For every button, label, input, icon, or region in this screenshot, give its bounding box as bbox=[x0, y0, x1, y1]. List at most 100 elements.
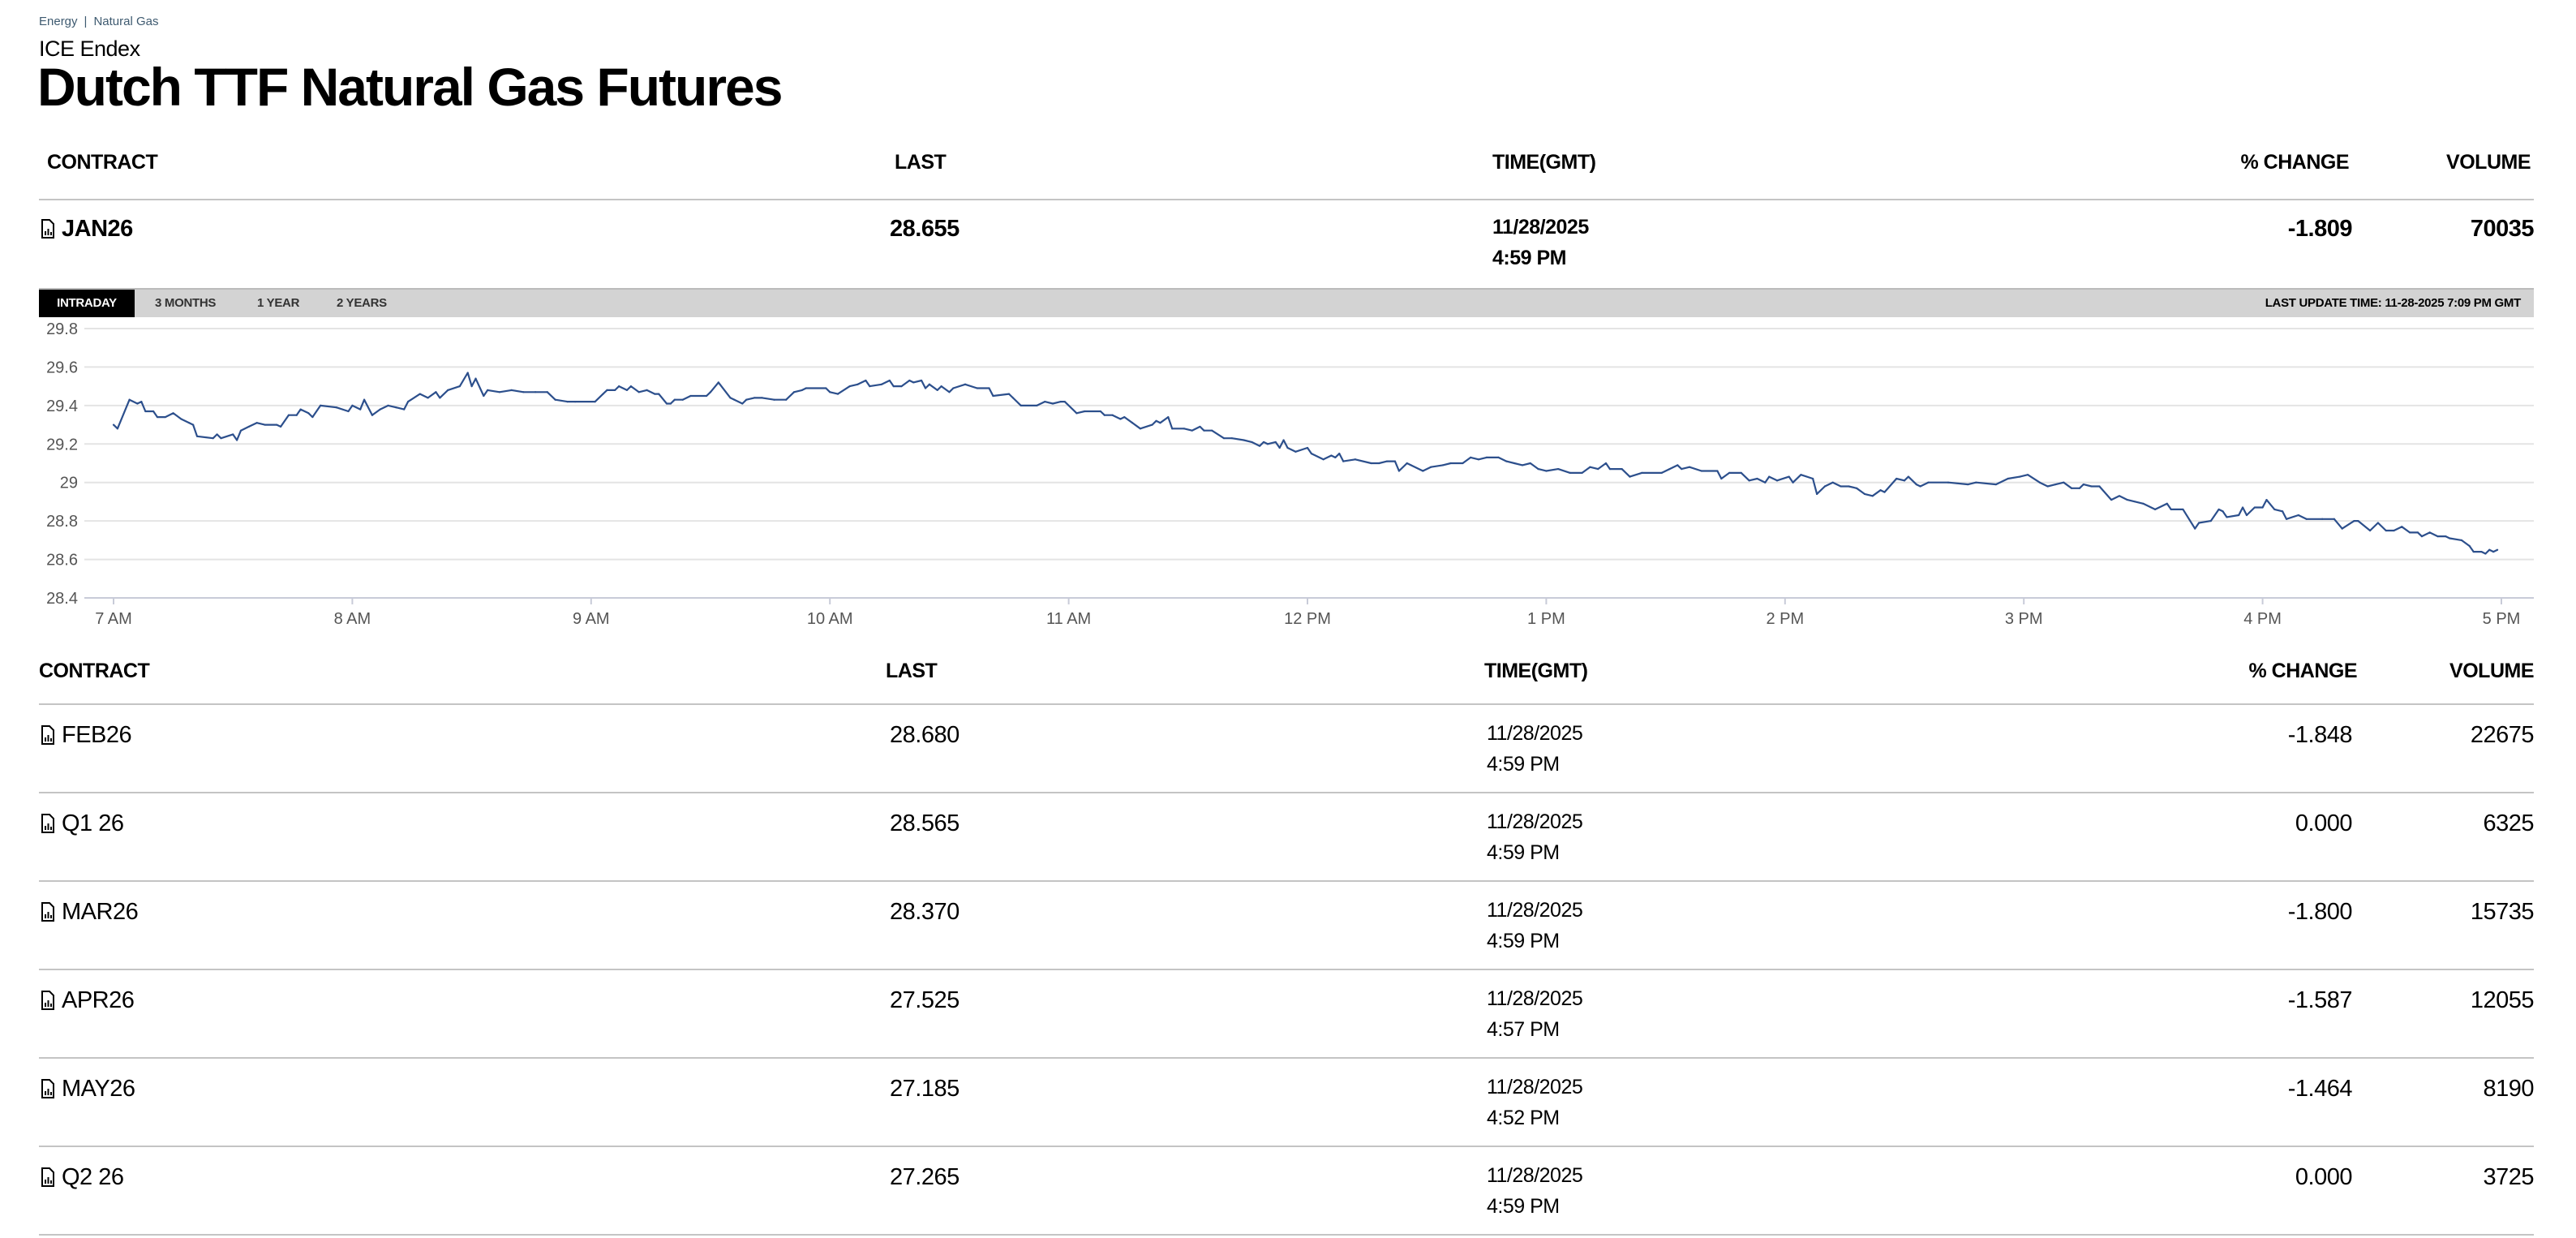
y-tick-label: 28.8 bbox=[46, 513, 78, 531]
data-point bbox=[625, 389, 629, 391]
data-point bbox=[2154, 508, 2157, 511]
data-point bbox=[1848, 485, 1850, 488]
data-point bbox=[2480, 550, 2483, 553]
contract-name[interactable]: Q2 26 bbox=[62, 1164, 124, 1190]
chart-grid bbox=[84, 328, 2534, 599]
data-point bbox=[1994, 483, 1997, 486]
divider bbox=[39, 703, 2534, 705]
table-row[interactable]: MAY26 27.185 11/28/2025 4:52 PM -1.464 8… bbox=[0, 1058, 2576, 1147]
data-point bbox=[646, 389, 648, 391]
data-point bbox=[1597, 468, 1599, 471]
y-axis: 29.8 29.6 29.4 29.2 29 28.8 28.6 28.4 bbox=[46, 320, 78, 608]
data-point bbox=[2226, 516, 2228, 518]
trade-time: 4:59 PM bbox=[1487, 1195, 1560, 1218]
table-row[interactable]: FEB26 28.680 11/28/2025 4:59 PM -1.848 2… bbox=[0, 704, 2576, 793]
data-point bbox=[232, 433, 234, 436]
contract-name[interactable]: Q1 26 bbox=[62, 810, 124, 836]
data-point bbox=[1119, 418, 1122, 420]
data-point bbox=[220, 437, 222, 440]
data-point bbox=[195, 435, 199, 437]
breadcrumb-energy[interactable]: Energy bbox=[39, 15, 78, 28]
divider bbox=[39, 880, 2534, 882]
data-point bbox=[1915, 483, 1917, 486]
tab-1-year[interactable]: 1 YEAR bbox=[257, 296, 300, 310]
data-point bbox=[546, 391, 548, 393]
contract-name[interactable]: MAY26 bbox=[62, 1076, 135, 1102]
contract-name[interactable]: MAR26 bbox=[62, 899, 139, 925]
table-row[interactable]: MAR26 28.370 11/28/2025 4:59 PM -1.800 1… bbox=[0, 881, 2576, 970]
y-tick-label: 29.8 bbox=[46, 320, 78, 338]
data-point bbox=[1159, 422, 1161, 424]
data-point bbox=[1051, 402, 1054, 405]
data-point bbox=[2082, 483, 2084, 486]
data-point bbox=[1879, 489, 1882, 492]
data-point bbox=[212, 437, 214, 440]
data-point bbox=[1397, 470, 1400, 472]
data-point bbox=[1477, 458, 1480, 461]
table-row[interactable]: APR26 27.525 11/28/2025 4:57 PM -1.587 1… bbox=[0, 969, 2576, 1059]
col-header-contract: CONTRACT bbox=[47, 151, 158, 174]
data-point bbox=[510, 389, 513, 391]
data-point bbox=[1259, 445, 1261, 447]
table-row[interactable]: Q1 26 28.565 11/28/2025 4:59 PM 0.000 63… bbox=[0, 793, 2576, 882]
data-point bbox=[1470, 456, 1472, 458]
data-point bbox=[1800, 474, 1802, 476]
col-header-last: LAST bbox=[886, 660, 938, 682]
data-point bbox=[522, 391, 525, 393]
data-point bbox=[216, 433, 218, 436]
intraday-price-chart[interactable]: 29.8 29.6 29.4 29.2 29 28.8 28.6 28.4 7 AM 8 AM 9… bbox=[0, 316, 2576, 637]
contract-cell: JAN26 bbox=[41, 216, 133, 242]
tab-3-months[interactable]: 3 MONTHS bbox=[155, 296, 217, 310]
tab-2-years[interactable]: 2 YEARS bbox=[337, 296, 387, 310]
data-point bbox=[2488, 548, 2491, 551]
divider bbox=[39, 792, 2534, 793]
data-point bbox=[952, 387, 955, 389]
table-row[interactable]: Q2 26 27.265 11/28/2025 4:59 PM 0.000 37… bbox=[0, 1146, 2576, 1236]
contract-name[interactable]: APR26 bbox=[62, 987, 135, 1013]
data-point bbox=[928, 383, 930, 385]
trade-time: 4:59 PM bbox=[1487, 841, 1560, 864]
data-point bbox=[1230, 437, 1233, 440]
data-point bbox=[247, 425, 250, 428]
trade-time: 4:52 PM bbox=[1487, 1107, 1560, 1129]
data-point bbox=[379, 408, 381, 411]
percent-change: 0.000 bbox=[2295, 810, 2353, 836]
data-point bbox=[2273, 508, 2276, 511]
x-tick-label: 10 AM bbox=[807, 610, 853, 628]
data-point bbox=[689, 394, 692, 398]
contract-name[interactable]: FEB26 bbox=[62, 722, 132, 748]
data-point bbox=[658, 393, 660, 395]
data-point bbox=[152, 410, 155, 413]
last-price: 28.680 bbox=[890, 722, 960, 748]
data-point bbox=[419, 393, 421, 395]
data-point bbox=[2472, 550, 2475, 553]
data-point bbox=[427, 397, 429, 399]
data-point bbox=[606, 389, 608, 391]
data-point bbox=[554, 398, 556, 401]
data-point bbox=[602, 393, 604, 395]
data-point bbox=[2357, 520, 2359, 522]
tab-intraday[interactable]: INTRADAY bbox=[39, 290, 135, 317]
data-point bbox=[2194, 527, 2196, 530]
data-point bbox=[1863, 492, 1866, 496]
data-point bbox=[2492, 550, 2495, 553]
contract-cell: Q2 26 bbox=[41, 1164, 124, 1190]
data-point bbox=[439, 397, 441, 399]
data-point bbox=[1775, 479, 1779, 482]
data-point bbox=[2209, 520, 2212, 522]
data-point bbox=[295, 414, 298, 416]
data-point bbox=[912, 381, 915, 384]
data-point bbox=[741, 402, 744, 405]
data-point bbox=[908, 379, 911, 382]
contract-name[interactable]: JAN26 bbox=[62, 216, 133, 242]
data-point bbox=[865, 379, 867, 382]
volume: 8190 bbox=[2483, 1076, 2534, 1102]
data-point bbox=[2222, 510, 2224, 513]
data-point bbox=[1406, 462, 1408, 465]
data-point bbox=[1243, 439, 1245, 441]
y-tick-label: 29.2 bbox=[46, 436, 78, 454]
breadcrumb-natural-gas[interactable]: Natural Gas bbox=[93, 15, 159, 28]
trade-date: 11/28/2025 bbox=[1487, 987, 1583, 1010]
data-point bbox=[2449, 537, 2451, 539]
data-point bbox=[1903, 479, 1906, 482]
